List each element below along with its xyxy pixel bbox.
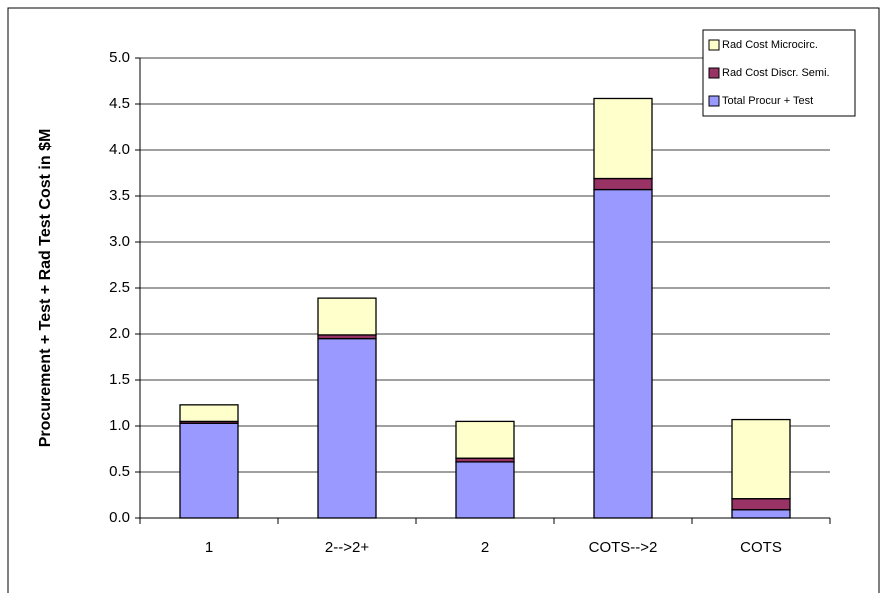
x-tick-label: 2 (481, 539, 489, 556)
chart-frame (7, 7, 880, 593)
x-tick-label: COTS-->2 (589, 539, 658, 556)
x-tick-label: 2-->2+ (325, 539, 369, 556)
legend: Rad Cost Microcirc. Rad Cost Discr. Semi.… (702, 29, 856, 117)
legend-label: Total Procur + Test (722, 95, 813, 107)
legend-swatch (708, 39, 720, 51)
bar-segment (593, 177, 653, 191)
bar-segment (731, 509, 791, 519)
legend-swatch (708, 95, 720, 107)
bar-segment (179, 422, 239, 519)
y-axis-label: Procurement + Test + Rad Test Cost in $M (37, 129, 54, 448)
y-tick-label: 3.5 (109, 187, 130, 204)
y-tick-label: 4.5 (109, 95, 130, 112)
legend-swatch (708, 67, 720, 79)
y-tick-label: 4.0 (109, 141, 130, 158)
legend-label: Rad Cost Microcirc. (722, 39, 818, 51)
y-tick-label: 1.0 (109, 417, 130, 434)
x-tick-label: COTS (740, 539, 782, 556)
bar-segment (455, 461, 515, 519)
y-tick-label: 1.5 (109, 371, 130, 388)
bar-segment (317, 297, 377, 336)
y-tick-label: 0.5 (109, 463, 130, 480)
bar-segment (731, 418, 791, 500)
bar-segment (731, 498, 791, 511)
bar-segment (317, 337, 377, 519)
y-tick-label: 3.0 (109, 233, 130, 250)
bar-segment (593, 97, 653, 180)
legend-box (702, 29, 856, 117)
y-tick-label: 5.0 (109, 49, 130, 66)
y-tick-label: 2.0 (109, 325, 130, 342)
y-tick-label: 2.5 (109, 279, 130, 296)
x-tick-label: 1 (205, 539, 213, 556)
legend-label: Rad Cost Discr. Semi. (722, 67, 830, 79)
bar-segment (179, 404, 239, 423)
y-tick-label: 0.0 (109, 509, 130, 526)
bar-segment (593, 188, 653, 519)
bar-segment (455, 420, 515, 459)
